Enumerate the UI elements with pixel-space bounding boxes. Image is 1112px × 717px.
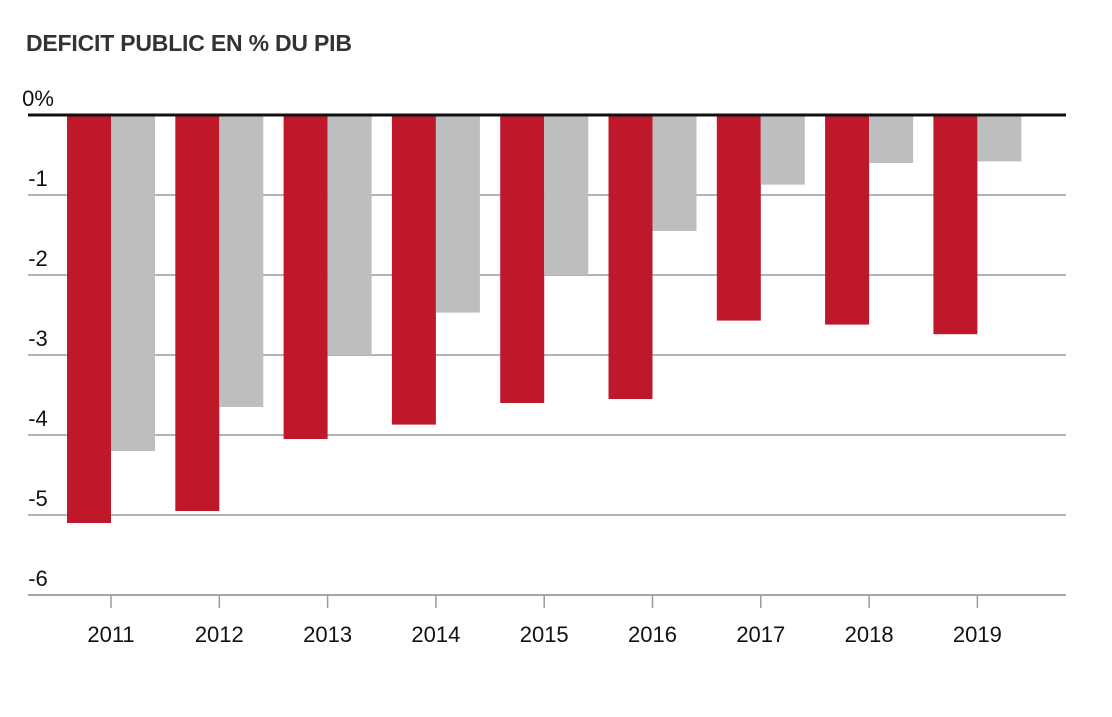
bar-2011-series-2 bbox=[111, 115, 155, 451]
axes bbox=[28, 113, 1066, 608]
bar-2014-series-1 bbox=[391, 115, 436, 425]
bar-2016-series-1 bbox=[608, 115, 653, 399]
bar-2019-series-2 bbox=[977, 115, 1022, 162]
bar-2015-series-2 bbox=[544, 115, 589, 275]
bar-2014-series-2 bbox=[435, 115, 480, 313]
bar-2016-series-2 bbox=[652, 115, 697, 231]
bar-2019-series-1 bbox=[933, 115, 978, 335]
bar-2012-series-2 bbox=[219, 115, 264, 407]
bar-2013-series-1 bbox=[283, 115, 328, 439]
y-tick-label: 0% bbox=[22, 86, 54, 111]
y-tick-label: -3 bbox=[28, 326, 48, 351]
x-tick-label: 2017 bbox=[736, 622, 785, 647]
y-tick-label: -5 bbox=[28, 486, 48, 511]
x-tick-label: 2012 bbox=[195, 622, 244, 647]
bar-2018-series-2 bbox=[869, 115, 914, 163]
x-tick-label: 2014 bbox=[411, 622, 460, 647]
y-tick-label: -1 bbox=[28, 166, 48, 191]
x-tick-label: 2011 bbox=[87, 622, 134, 647]
bar-2013-series-2 bbox=[327, 115, 372, 355]
y-tick-label: -6 bbox=[28, 566, 48, 591]
bars bbox=[67, 115, 1022, 523]
bar-2017-series-2 bbox=[760, 115, 805, 185]
chart-title: DEFICIT PUBLIC EN % DU PIB bbox=[26, 30, 352, 56]
y-tick-label: -2 bbox=[28, 246, 48, 271]
bar-2012-series-1 bbox=[175, 115, 220, 511]
y-tick-label: -4 bbox=[28, 406, 48, 431]
bar-2015-series-1 bbox=[500, 115, 545, 403]
bar-2011-series-1 bbox=[67, 115, 111, 523]
tick-labels: 0% -1 -2 -3 -4 -5 -6 2011 2012 2013 2014 2015 2016 20… bbox=[22, 86, 1002, 647]
x-tick-label: 2019 bbox=[953, 622, 1002, 647]
x-tick-label: 2016 bbox=[628, 622, 677, 647]
bar-2018-series-1 bbox=[825, 115, 870, 325]
bar-2017-series-1 bbox=[716, 115, 761, 321]
x-tick-label: 2018 bbox=[845, 622, 894, 647]
x-tick-label: 2013 bbox=[303, 622, 352, 647]
x-tick-label: 2015 bbox=[520, 622, 569, 647]
